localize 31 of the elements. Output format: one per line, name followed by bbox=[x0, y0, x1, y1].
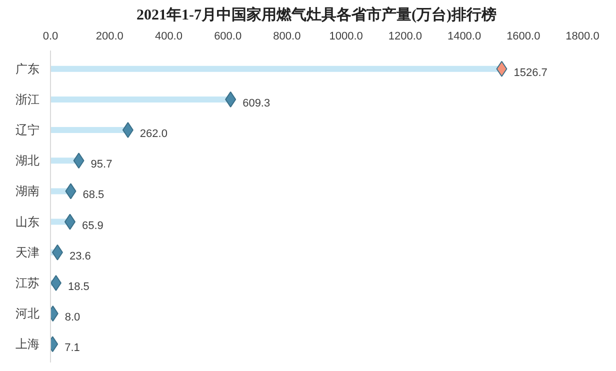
x-tick-label: 1800.0 bbox=[566, 30, 600, 42]
y-tick-label: 河北 bbox=[16, 306, 40, 321]
y-tick-label: 辽宁 bbox=[16, 123, 40, 138]
x-tick-label: 400.0 bbox=[154, 30, 182, 42]
data-label: 95.7 bbox=[90, 158, 112, 171]
y-tick-label: 山东 bbox=[16, 214, 40, 229]
data-label: 262.0 bbox=[140, 128, 168, 140]
chart-title: 2021年1-7月中国家用燃气灶具各省市产量(万台)排行榜 bbox=[136, 6, 497, 24]
x-tick-label: 800.0 bbox=[273, 30, 301, 42]
data-label: 68.5 bbox=[82, 189, 104, 202]
y-tick-label: 广东 bbox=[16, 62, 40, 76]
data-label: 18.5 bbox=[68, 280, 90, 293]
data-label: 65.9 bbox=[82, 220, 104, 232]
y-tick-label: 浙江 bbox=[16, 92, 40, 106]
x-tick-label: 1400.0 bbox=[447, 30, 482, 42]
x-tick-label: 600.0 bbox=[214, 30, 242, 42]
data-label: 609.3 bbox=[242, 97, 270, 110]
y-tick-label: 江苏 bbox=[16, 276, 40, 290]
data-label: 8.0 bbox=[64, 312, 80, 324]
x-tick-label: 1200.0 bbox=[388, 30, 422, 42]
y-tick-label: 湖北 bbox=[16, 154, 40, 168]
x-tick-label: 200.0 bbox=[96, 30, 124, 42]
data-label: 23.6 bbox=[69, 250, 91, 262]
y-tick-label: 天津 bbox=[16, 245, 40, 260]
y-tick-label: 湖南 bbox=[16, 184, 40, 198]
x-tick-label: 1600.0 bbox=[506, 30, 540, 42]
y-tick-label: 上海 bbox=[16, 337, 40, 352]
data-label: 1526.7 bbox=[514, 66, 548, 79]
x-tick-label: 0.0 bbox=[42, 30, 58, 42]
x-tick-label: 1000.0 bbox=[329, 30, 363, 42]
data-label: 7.1 bbox=[64, 342, 80, 354]
